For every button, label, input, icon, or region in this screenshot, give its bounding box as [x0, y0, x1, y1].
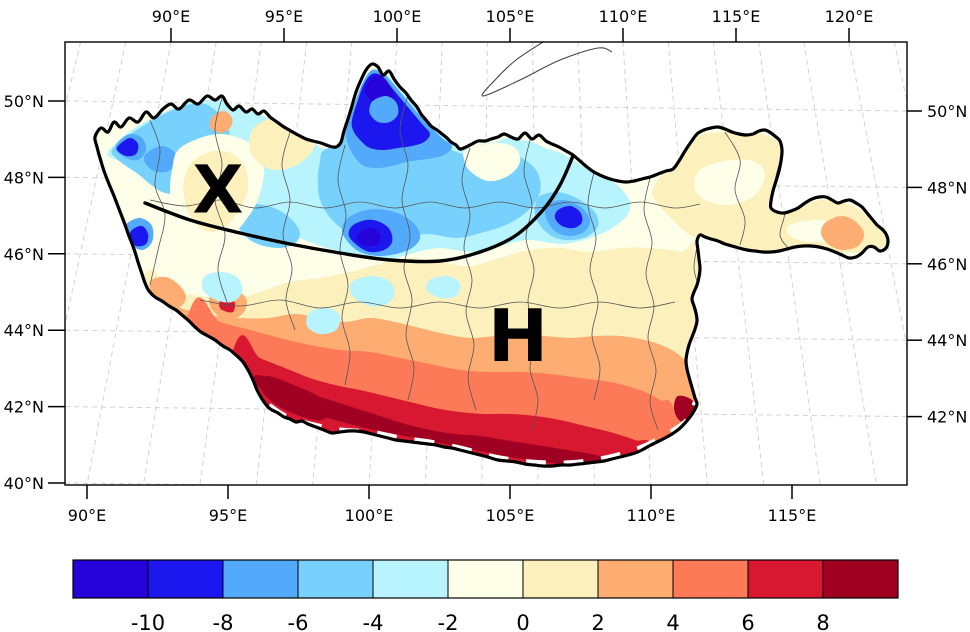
- axis-tick-label: 42°N: [927, 408, 967, 427]
- province-boundary-line: [337, 144, 351, 386]
- colorbar-tick-label: -4: [363, 611, 384, 632]
- axis-tick-label: 46°N: [4, 245, 44, 264]
- front-curve: [143, 154, 575, 264]
- graticule-meridian: [667, 42, 708, 485]
- axis-tick-label: 50°N: [927, 102, 967, 121]
- colorbar-tick-label: -2: [438, 611, 459, 632]
- graticule-meridian: [848, 42, 907, 351]
- axis-tick-label: 44°N: [927, 331, 967, 350]
- contour-fill-mblue-core-hole: [369, 95, 399, 123]
- graticule-meridian: [803, 42, 878, 485]
- colorbar: -10 -8 -6 -4 -2 0 2 4 6 8: [72, 559, 899, 632]
- axis-tick-label: 90°E: [68, 506, 106, 525]
- contour-fill-cyan-isle-4: [426, 275, 461, 299]
- axis-tick-label: 46°N: [927, 255, 967, 274]
- axis-tick-label: 100°E: [345, 506, 394, 525]
- colorbar-tick-label: -6: [288, 611, 309, 632]
- colorbar-cell: [522, 559, 599, 599]
- province-boundary-line: [643, 177, 659, 431]
- contour-fill-darkred-west: [259, 375, 331, 421]
- colorbar-cell: [72, 559, 149, 599]
- contour-fill-orange-se: [748, 265, 808, 299]
- province-boundary-line: [199, 299, 676, 309]
- colorbar-cell: [297, 559, 374, 599]
- colorbar-cell: [447, 559, 524, 599]
- contour-fill-cream-wing-1: [694, 159, 765, 206]
- colorbar-tick-label: 4: [666, 611, 679, 632]
- contour-fill-darkred-main: [253, 374, 621, 467]
- axis-tick-label: 115°E: [768, 506, 817, 525]
- province-boundary-line: [523, 139, 539, 431]
- contour-fill-cyan-isle-2: [306, 307, 341, 335]
- colorbar-tick-label: -10: [131, 611, 165, 632]
- mongolia-border: [93, 62, 890, 468]
- province-boundary-line: [399, 94, 415, 401]
- axis-tick-label: 100°E: [373, 7, 422, 26]
- province-boundary-line: [724, 131, 746, 246]
- contour-fill-dblue-east: [554, 205, 583, 229]
- axis-tick-label: 110°E: [599, 7, 648, 26]
- axis-tick-label: 50°N: [4, 92, 44, 111]
- graticule-meridian: [712, 42, 765, 485]
- graticule-meridian: [65, 42, 127, 328]
- contour-fill-orange-easttip: [820, 216, 865, 251]
- contour-fill-dblue-west: [128, 225, 149, 247]
- axis-tick-label: 44°N: [4, 321, 44, 340]
- contour-fills: [94, 63, 888, 467]
- contour-fill-mblue-nw2: [143, 146, 177, 173]
- contour-fill-navy-central: [356, 227, 381, 247]
- province-boundary-line: [461, 147, 477, 411]
- colorbar-cell: [597, 559, 674, 599]
- colorbar-tick-label: 8: [816, 611, 829, 632]
- axis-tick-label: 48°N: [927, 178, 967, 197]
- axis-tick-label: 42°N: [4, 398, 44, 417]
- axis-tick-label: 120°E: [825, 7, 874, 26]
- colorbar-cell: [747, 559, 824, 599]
- axis-tick-label: 40°N: [4, 474, 44, 493]
- colorbar-cell: [672, 559, 749, 599]
- axis-tick-label: 90°E: [152, 7, 190, 26]
- axis-tick-label: 115°E: [712, 7, 761, 26]
- province-boundary-line: [149, 199, 701, 209]
- colorbar-cell: [822, 559, 899, 599]
- colorbar-tick-label: 6: [741, 611, 754, 632]
- colorbar-tick-label: -8: [213, 611, 234, 632]
- cold-center-x-marker: X: [193, 152, 244, 229]
- province-boundary-line: [281, 131, 296, 331]
- lake-baikal-outline: [481, 42, 613, 97]
- axis-tick-label: 48°N: [4, 168, 44, 187]
- graticule-meridian: [255, 42, 308, 485]
- contour-fill-dblue-nw: [116, 138, 139, 157]
- graticule-meridian: [758, 42, 821, 485]
- colorbar-outline: [72, 559, 899, 599]
- axis-tick-label: 95°E: [265, 7, 303, 26]
- colorbar-cell: [147, 559, 224, 599]
- province-boundary-line: [149, 119, 166, 286]
- colorbar-cell: [222, 559, 299, 599]
- axis-tick-label: 105°E: [486, 506, 535, 525]
- contour-fill-cream-ne-front: [462, 142, 521, 182]
- axis-tick-label: 105°E: [486, 7, 535, 26]
- high-center-h-marker: H: [488, 294, 548, 378]
- colorbar-cell: [372, 559, 449, 599]
- axis-labels: 90°E 95°E 100°E 105°E 110°E 115°E 120°E 90°E 95°…: [4, 7, 968, 525]
- graticule-parallel: [65, 25, 907, 35]
- colorbar-tick-label: 2: [591, 611, 604, 632]
- colorbar-tick-label: 0: [516, 611, 529, 632]
- contour-fill-cyan-isle-3: [349, 276, 395, 307]
- axis-ticks: [48, 28, 922, 499]
- axis-tick-label: 95°E: [209, 506, 247, 525]
- axis-tick-label: 110°E: [627, 506, 676, 525]
- province-boundary-line: [587, 171, 601, 401]
